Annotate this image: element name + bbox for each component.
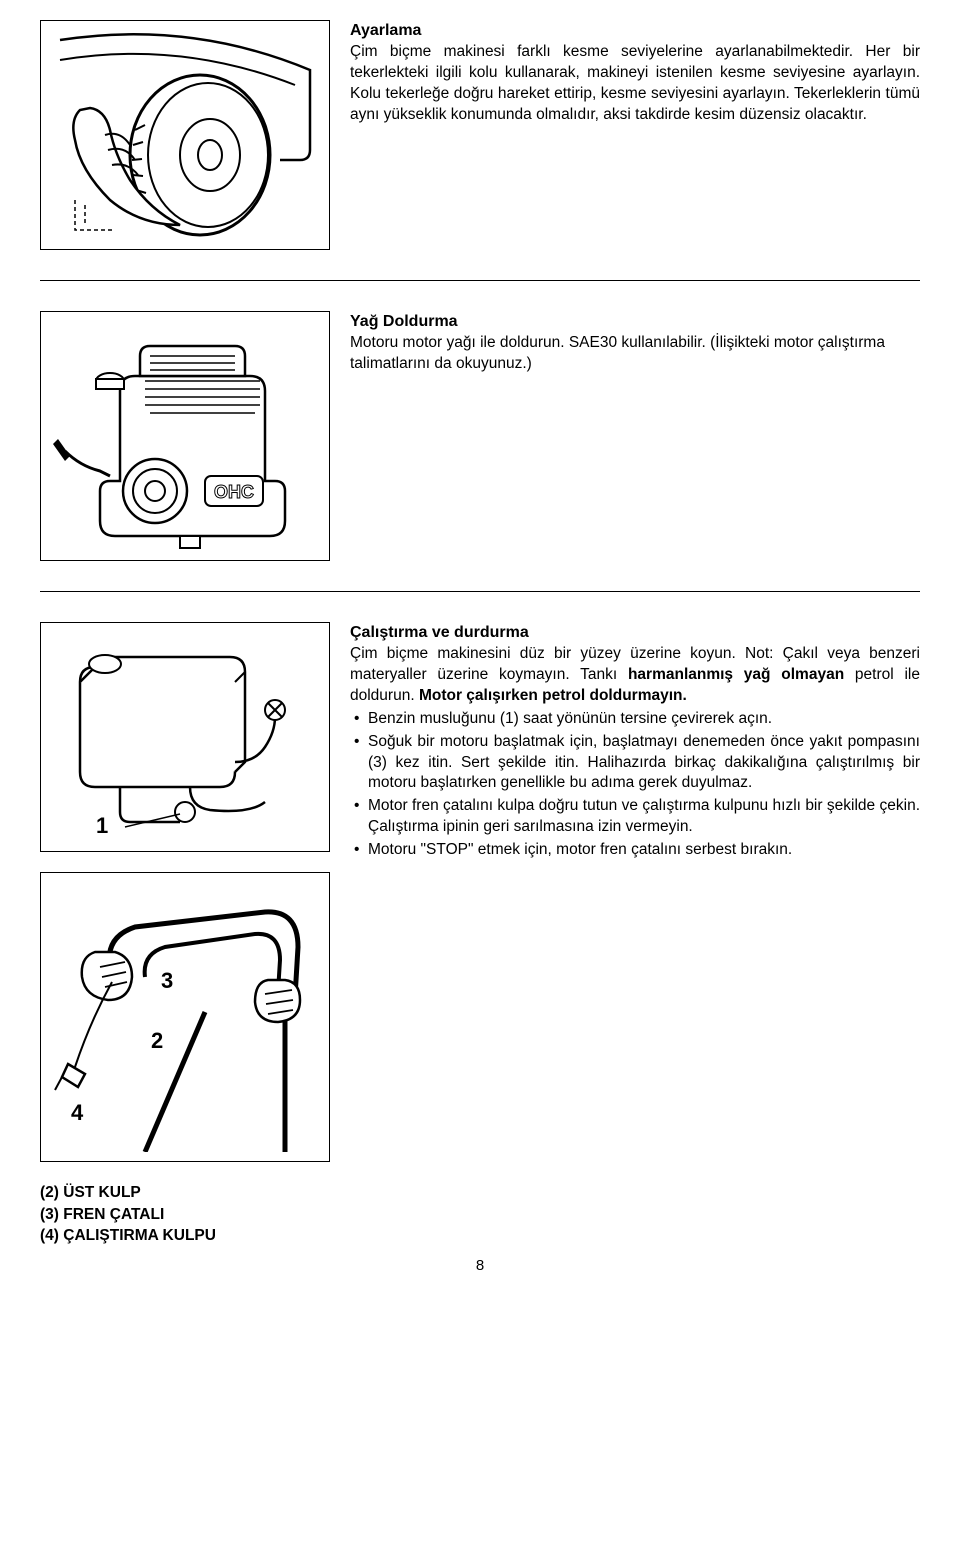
text-calistirma: Çalıştırma ve durdurma Çim biçme makines…: [350, 622, 920, 863]
bullet-item: Benzin musluğunu (1) saat yönünün tersin…: [350, 709, 920, 730]
figure-handle: 3 2 4: [40, 872, 330, 1162]
callout-2: 2: [151, 1028, 163, 1054]
divider-1: [40, 280, 920, 281]
section-yag: OHC Yağ Doldurma Motoru motor yağı ile d…: [40, 311, 920, 561]
bullet-item: Motor fren çatalını kulpa doğru tutun ve…: [350, 796, 920, 838]
callout-1: 1: [96, 813, 108, 839]
text-yag: Yağ Doldurma Motoru motor yağı ile doldu…: [350, 311, 920, 375]
heading-calistirma: Çalıştırma ve durdurma: [350, 624, 529, 641]
body-ayarlama: Çim biçme makinesi farklı kesme seviyele…: [350, 42, 920, 126]
callout-3: 3: [161, 968, 173, 994]
section-ayarlama: Ayarlama Çim biçme makinesi farklı kesme…: [40, 20, 920, 250]
body-yag: Motoru motor yağı ile doldurun. SAE30 ku…: [350, 334, 885, 372]
section-calistirma: 1 3 2 4: [40, 622, 920, 1162]
intro-bold: harmanlanmış yağ olmayan: [628, 666, 844, 683]
divider-2: [40, 591, 920, 592]
legend-4: (4) ÇALIŞTIRMA KULPU: [40, 1225, 920, 1247]
callout-4: 4: [71, 1100, 83, 1126]
engine-ohc-label: OHC: [214, 482, 254, 502]
legend-3: (3) FREN ÇATALI: [40, 1204, 920, 1226]
intro-c-bold: Motor çalışırken petrol doldurmayın.: [419, 687, 687, 704]
heading-ayarlama: Ayarlama: [350, 22, 421, 39]
figure-fuel-tank: 1: [40, 622, 330, 852]
figure-wheel-adjust: [40, 20, 330, 250]
bullet-list: Benzin musluğunu (1) saat yönünün tersin…: [350, 709, 920, 861]
page-number: 8: [40, 1257, 920, 1274]
figure-engine: OHC: [40, 311, 330, 561]
bullet-item: Motoru "STOP" etmek için, motor fren çat…: [350, 840, 920, 861]
legend-2: (2) ÜST KULP: [40, 1182, 920, 1204]
bullet-item: Soğuk bir motoru başlatmak için, başlatm…: [350, 732, 920, 795]
text-ayarlama: Ayarlama Çim biçme makinesi farklı kesme…: [350, 20, 920, 126]
heading-yag: Yağ Doldurma: [350, 313, 458, 330]
legend: (2) ÜST KULP (3) FREN ÇATALI (4) ÇALIŞTI…: [40, 1182, 920, 1247]
